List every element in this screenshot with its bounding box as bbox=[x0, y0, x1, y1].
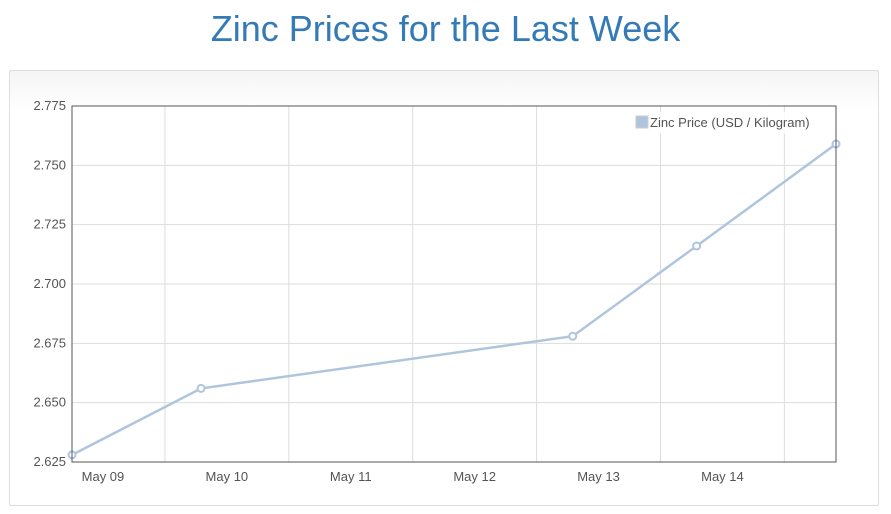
y-tick-label: 2.775 bbox=[33, 98, 66, 113]
y-tick-label: 2.750 bbox=[33, 157, 66, 172]
x-tick-label: May 13 bbox=[577, 469, 620, 484]
data-point bbox=[568, 331, 578, 341]
x-tick-label: May 14 bbox=[701, 469, 744, 484]
y-tick-label: 2.725 bbox=[33, 217, 66, 232]
plot-border bbox=[71, 105, 837, 463]
legend-swatch bbox=[635, 115, 649, 129]
y-tick-label: 2.675 bbox=[33, 335, 66, 350]
y-tick-label: 2.625 bbox=[33, 454, 66, 469]
y-tick-label: 2.700 bbox=[33, 276, 66, 291]
legend: Zinc Price (USD / Kilogram) bbox=[635, 112, 832, 134]
x-tick-label: May 11 bbox=[330, 469, 372, 484]
data-point bbox=[196, 383, 206, 393]
legend-label: Zinc Price (USD / Kilogram) bbox=[650, 115, 810, 130]
legend-box bbox=[646, 112, 832, 134]
x-tick-label: May 12 bbox=[453, 469, 496, 484]
page-title: Zinc Prices for the Last Week bbox=[210, 8, 681, 49]
y-tick-label: 2.650 bbox=[33, 395, 66, 410]
data-point bbox=[692, 241, 702, 251]
x-tick-label: May 09 bbox=[82, 469, 125, 484]
axis-labels: 2.625 2.650 2.675 2.700 2.725 2.750 2.775 May 0… bbox=[33, 98, 743, 484]
x-tick-label: May 10 bbox=[206, 469, 249, 484]
